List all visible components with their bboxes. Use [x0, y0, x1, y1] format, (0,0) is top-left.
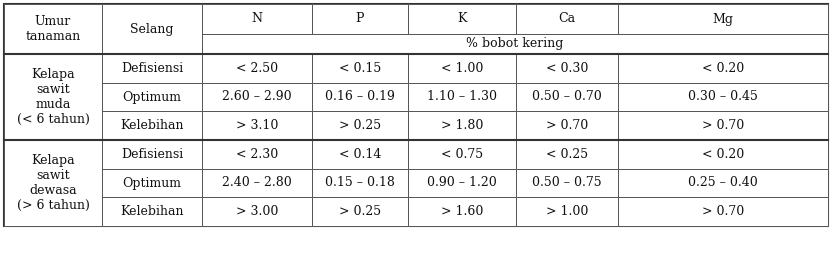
- Bar: [312, 140, 408, 169]
- Bar: [618, 197, 828, 226]
- Text: < 2.50: < 2.50: [236, 62, 278, 75]
- Text: Ca: Ca: [558, 13, 576, 26]
- Bar: [516, 111, 618, 140]
- Bar: [312, 83, 408, 111]
- Bar: [312, 169, 408, 197]
- Text: > 0.70: > 0.70: [702, 205, 744, 218]
- Bar: [408, 169, 516, 197]
- Text: Optimum: Optimum: [122, 176, 181, 189]
- Text: Kelapa
sawit
dewasa
(> 6 tahun): Kelapa sawit dewasa (> 6 tahun): [17, 154, 89, 212]
- Bar: [102, 83, 202, 111]
- Text: 0.25 – 0.40: 0.25 – 0.40: [688, 176, 758, 189]
- Bar: [102, 54, 202, 83]
- Text: Kelapa
sawit
muda
(< 6 tahun): Kelapa sawit muda (< 6 tahun): [17, 68, 89, 126]
- Bar: [202, 54, 312, 83]
- Text: > 1.00: > 1.00: [546, 205, 588, 218]
- Text: Kelebihan: Kelebihan: [121, 119, 184, 132]
- Bar: [4, 54, 102, 140]
- Bar: [102, 111, 202, 140]
- Text: 0.30 – 0.45: 0.30 – 0.45: [688, 91, 758, 103]
- Text: 0.90 – 1.20: 0.90 – 1.20: [427, 176, 497, 189]
- Bar: [102, 169, 202, 197]
- Bar: [618, 140, 828, 169]
- Text: < 2.30: < 2.30: [236, 148, 278, 161]
- Text: < 0.75: < 0.75: [441, 148, 483, 161]
- Text: 2.40 – 2.80: 2.40 – 2.80: [222, 176, 292, 189]
- Bar: [4, 140, 102, 226]
- Text: P: P: [356, 13, 364, 26]
- Bar: [408, 140, 516, 169]
- Text: 0.15 – 0.18: 0.15 – 0.18: [325, 176, 395, 189]
- Text: > 3.00: > 3.00: [235, 205, 278, 218]
- Text: Umur
tanaman: Umur tanaman: [25, 15, 81, 43]
- Bar: [408, 111, 516, 140]
- Text: 0.50 – 0.70: 0.50 – 0.70: [532, 91, 602, 103]
- Text: K: K: [458, 13, 467, 26]
- Bar: [618, 83, 828, 111]
- Text: Kelebihan: Kelebihan: [121, 205, 184, 218]
- Text: N: N: [251, 13, 263, 26]
- Bar: [202, 4, 312, 34]
- Text: < 0.14: < 0.14: [339, 148, 381, 161]
- Bar: [202, 34, 828, 54]
- Text: < 1.00: < 1.00: [441, 62, 483, 75]
- Bar: [516, 197, 618, 226]
- Bar: [618, 54, 828, 83]
- Text: < 0.15: < 0.15: [339, 62, 381, 75]
- Bar: [408, 83, 516, 111]
- Text: > 3.10: > 3.10: [235, 119, 278, 132]
- Bar: [202, 111, 312, 140]
- Bar: [516, 169, 618, 197]
- Bar: [202, 83, 312, 111]
- Bar: [102, 4, 202, 54]
- Text: 0.50 – 0.75: 0.50 – 0.75: [532, 176, 602, 189]
- Bar: [618, 111, 828, 140]
- Bar: [202, 169, 312, 197]
- Bar: [516, 140, 618, 169]
- Text: Mg: Mg: [712, 13, 734, 26]
- Text: 2.60 – 2.90: 2.60 – 2.90: [222, 91, 292, 103]
- Bar: [4, 4, 102, 54]
- Bar: [516, 83, 618, 111]
- Text: > 1.60: > 1.60: [441, 205, 483, 218]
- Bar: [408, 4, 516, 34]
- Bar: [4, 4, 828, 226]
- Text: > 0.25: > 0.25: [339, 205, 381, 218]
- Text: % bobot kering: % bobot kering: [466, 37, 564, 50]
- Text: Defisiensi: Defisiensi: [121, 62, 183, 75]
- Text: < 0.20: < 0.20: [702, 148, 744, 161]
- Text: < 0.20: < 0.20: [702, 62, 744, 75]
- Text: > 0.70: > 0.70: [546, 119, 588, 132]
- Bar: [202, 140, 312, 169]
- Text: > 0.70: > 0.70: [702, 119, 744, 132]
- Bar: [202, 197, 312, 226]
- Text: > 1.80: > 1.80: [441, 119, 483, 132]
- Text: Optimum: Optimum: [122, 91, 181, 103]
- Bar: [408, 54, 516, 83]
- Bar: [618, 4, 828, 34]
- Bar: [312, 197, 408, 226]
- Text: < 0.30: < 0.30: [546, 62, 588, 75]
- Bar: [102, 140, 202, 169]
- Bar: [312, 111, 408, 140]
- Bar: [618, 169, 828, 197]
- Text: Selang: Selang: [131, 23, 174, 36]
- Text: < 0.25: < 0.25: [546, 148, 588, 161]
- Bar: [516, 4, 618, 34]
- Text: > 0.25: > 0.25: [339, 119, 381, 132]
- Bar: [102, 197, 202, 226]
- Bar: [312, 54, 408, 83]
- Text: 0.16 – 0.19: 0.16 – 0.19: [325, 91, 395, 103]
- Bar: [516, 54, 618, 83]
- Bar: [408, 197, 516, 226]
- Text: 1.10 – 1.30: 1.10 – 1.30: [427, 91, 497, 103]
- Text: Defisiensi: Defisiensi: [121, 148, 183, 161]
- Bar: [312, 4, 408, 34]
